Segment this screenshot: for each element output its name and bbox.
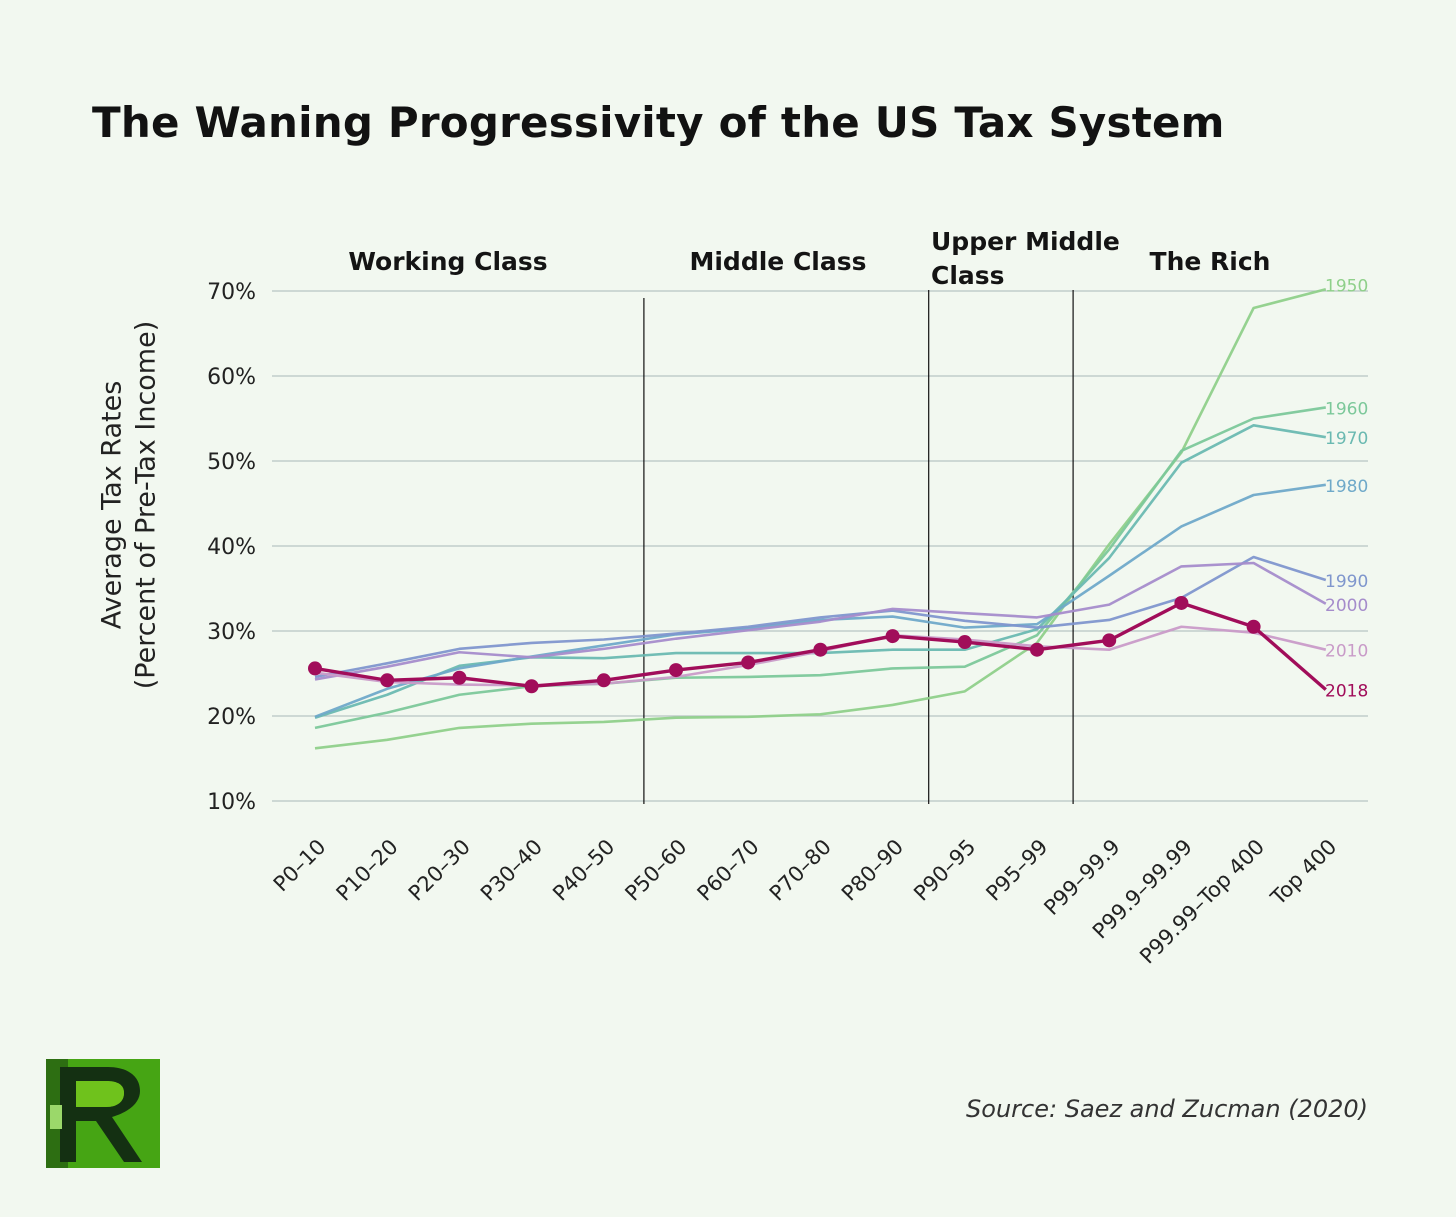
series-line-1980 [314, 483, 1326, 719]
series-label-2000: 2000 [1325, 596, 1368, 616]
y-axis-title-line-2: (Percent of Pre-Tax Income) [130, 321, 161, 690]
x-tick-label: P50–60 [620, 835, 691, 906]
series-line-1960 [314, 406, 1326, 730]
data-point-2018 [380, 673, 395, 688]
series-label-2010: 2010 [1325, 642, 1368, 662]
x-tick-label: P70–80 [765, 835, 836, 906]
y-tick-label: 60% [207, 365, 256, 390]
group-label: Class [931, 261, 1005, 290]
series-label-1990: 1990 [1325, 572, 1368, 592]
source-note: Source: Saez and Zucman (2020) [966, 1095, 1368, 1123]
data-point-2018 [1174, 595, 1189, 610]
data-point-2018 [669, 663, 683, 678]
data-point-2018 [452, 670, 467, 685]
x-axis-ticks: P0–10 P10–20 P20–30 P30–40 P40–50 P50–60 P60–7… [269, 835, 1341, 969]
series-label-1960: 1960 [1325, 399, 1368, 419]
data-point-2018 [813, 642, 828, 657]
series-line-1990 [314, 555, 1327, 679]
data-point-2018 [957, 635, 972, 650]
series-line-2000 [314, 561, 1327, 681]
group-label: Middle Class [689, 247, 866, 276]
data-point-2018 [596, 673, 611, 688]
x-tick-label: P95–99 [981, 835, 1052, 906]
x-tick-label: P99.99–Top 400 [1135, 835, 1269, 969]
y-axis-ticks: 10% 20% 30% 40% 50% 60% 70% [207, 280, 256, 815]
group-label: Upper Middle [931, 227, 1120, 256]
x-tick-label: P60–70 [693, 835, 764, 906]
y-tick-label: 70% [207, 280, 256, 305]
y-tick-label: 50% [207, 450, 256, 475]
series-label-2018: 2018 [1325, 682, 1368, 702]
series-label-1950: 1950 [1325, 276, 1368, 296]
y-tick-label: 10% [207, 790, 256, 815]
x-tick-label: P10–20 [332, 835, 403, 906]
logo [46, 1059, 160, 1168]
x-tick-label: P30–40 [476, 835, 547, 906]
y-tick-label: 20% [207, 705, 256, 730]
y-axis-label: Average Tax Rates (Percent of Pre-Tax Inc… [97, 321, 162, 690]
chart-title: The Waning Progressivity of the US Tax S… [92, 98, 1225, 147]
data-point-2018 [1246, 619, 1261, 634]
data-point-2018 [308, 661, 322, 676]
series-label-1970: 1970 [1325, 429, 1368, 449]
group-label: The Rich [1150, 247, 1271, 276]
y-tick-label: 30% [207, 620, 256, 645]
x-tick-label: P0–10 [269, 835, 331, 897]
y-axis-title-line-1: Average Tax Rates [97, 381, 128, 630]
data-point-2018 [885, 629, 900, 644]
class-group-labels: Working Class Middle Class Upper Middle Cla… [348, 227, 1270, 290]
series-lines [308, 288, 1327, 750]
data-point-2018 [1030, 642, 1044, 657]
group-label: Working Class [348, 247, 547, 276]
x-tick-label: P40–50 [548, 835, 619, 906]
y-tick-label: 40% [207, 535, 256, 560]
series-labels: 1950 1960 1970 1980 1990 2000 2010 2018 [1325, 276, 1368, 701]
x-tick-label: Top 400 [1266, 835, 1342, 911]
y-axis-title: Average Tax Rates (Percent of Pre-Tax Inc… [97, 321, 162, 690]
series-label-1980: 1980 [1325, 477, 1368, 497]
gridlines [272, 290, 1368, 802]
data-point-2018 [524, 679, 539, 694]
data-point-2018 [1102, 633, 1117, 648]
class-dividers [643, 290, 1074, 804]
x-tick-label: P90–95 [909, 835, 980, 906]
x-tick-label: P80–90 [837, 835, 908, 906]
data-point-2018 [741, 655, 756, 670]
x-tick-label: P20–30 [404, 835, 475, 906]
